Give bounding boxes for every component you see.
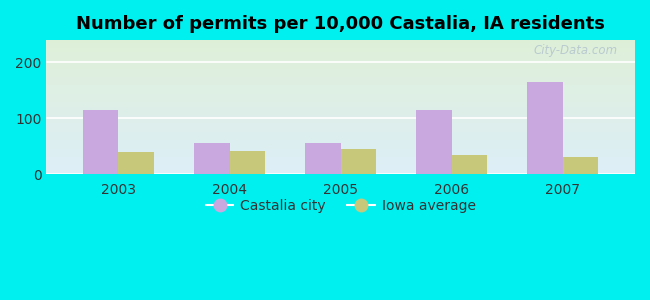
- Bar: [229, 151, 265, 174]
- Text: City-Data.com: City-Data.com: [533, 44, 618, 57]
- Bar: [416, 110, 452, 174]
- Bar: [452, 154, 488, 174]
- Bar: [305, 143, 341, 174]
- Bar: [341, 149, 376, 174]
- Bar: [194, 143, 229, 174]
- Bar: [527, 82, 563, 174]
- Bar: [118, 152, 154, 174]
- Bar: [563, 158, 599, 174]
- Legend: Castalia city, Iowa average: Castalia city, Iowa average: [200, 193, 481, 218]
- Title: Number of permits per 10,000 Castalia, IA residents: Number of permits per 10,000 Castalia, I…: [76, 15, 605, 33]
- Bar: [83, 110, 118, 174]
